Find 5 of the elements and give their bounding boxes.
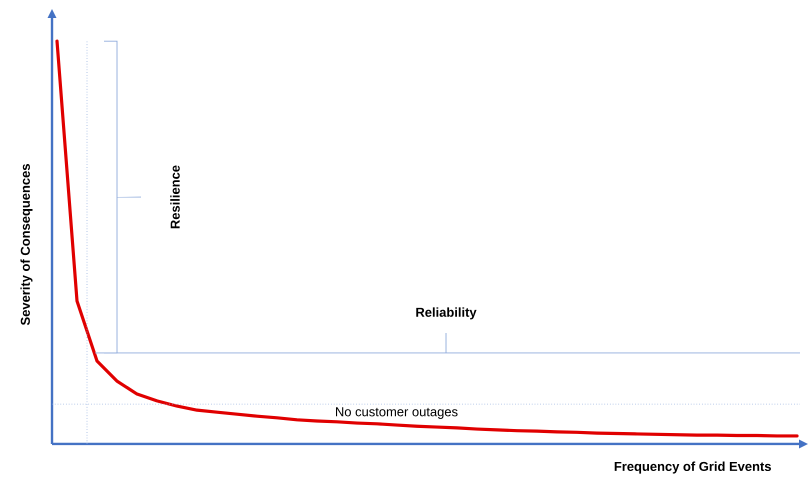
x-axis-title: Frequency of Grid Events bbox=[614, 462, 771, 474]
annotation: Resilience bbox=[170, 165, 180, 228]
annotation: Reliability bbox=[416, 307, 477, 320]
ref-line-label: No customer outages bbox=[336, 407, 458, 419]
y-axis-title: Severity of Consequences bbox=[20, 164, 32, 326]
